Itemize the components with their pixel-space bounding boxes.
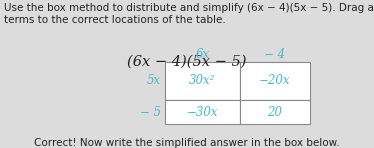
Text: 30x²: 30x² — [189, 74, 216, 87]
Text: (6x − 4)(5x − 5): (6x − 4)(5x − 5) — [127, 55, 247, 69]
Bar — [165, 62, 240, 100]
Bar — [240, 100, 310, 124]
Text: − 5: − 5 — [140, 106, 161, 119]
Text: 6x: 6x — [196, 48, 209, 61]
Text: − 4: − 4 — [264, 48, 286, 61]
Text: −30x: −30x — [187, 106, 218, 119]
Bar — [165, 100, 240, 124]
Text: Correct! Now write the simplified answer in the box below.: Correct! Now write the simplified answer… — [34, 138, 340, 148]
Text: −20x: −20x — [259, 74, 291, 87]
Bar — [240, 62, 310, 100]
Text: 20: 20 — [267, 106, 282, 119]
Text: Use the box method to distribute and simplify (6x − 4)(5x − 5). Drag and drop th: Use the box method to distribute and sim… — [4, 3, 374, 25]
Text: 5x: 5x — [147, 74, 161, 87]
